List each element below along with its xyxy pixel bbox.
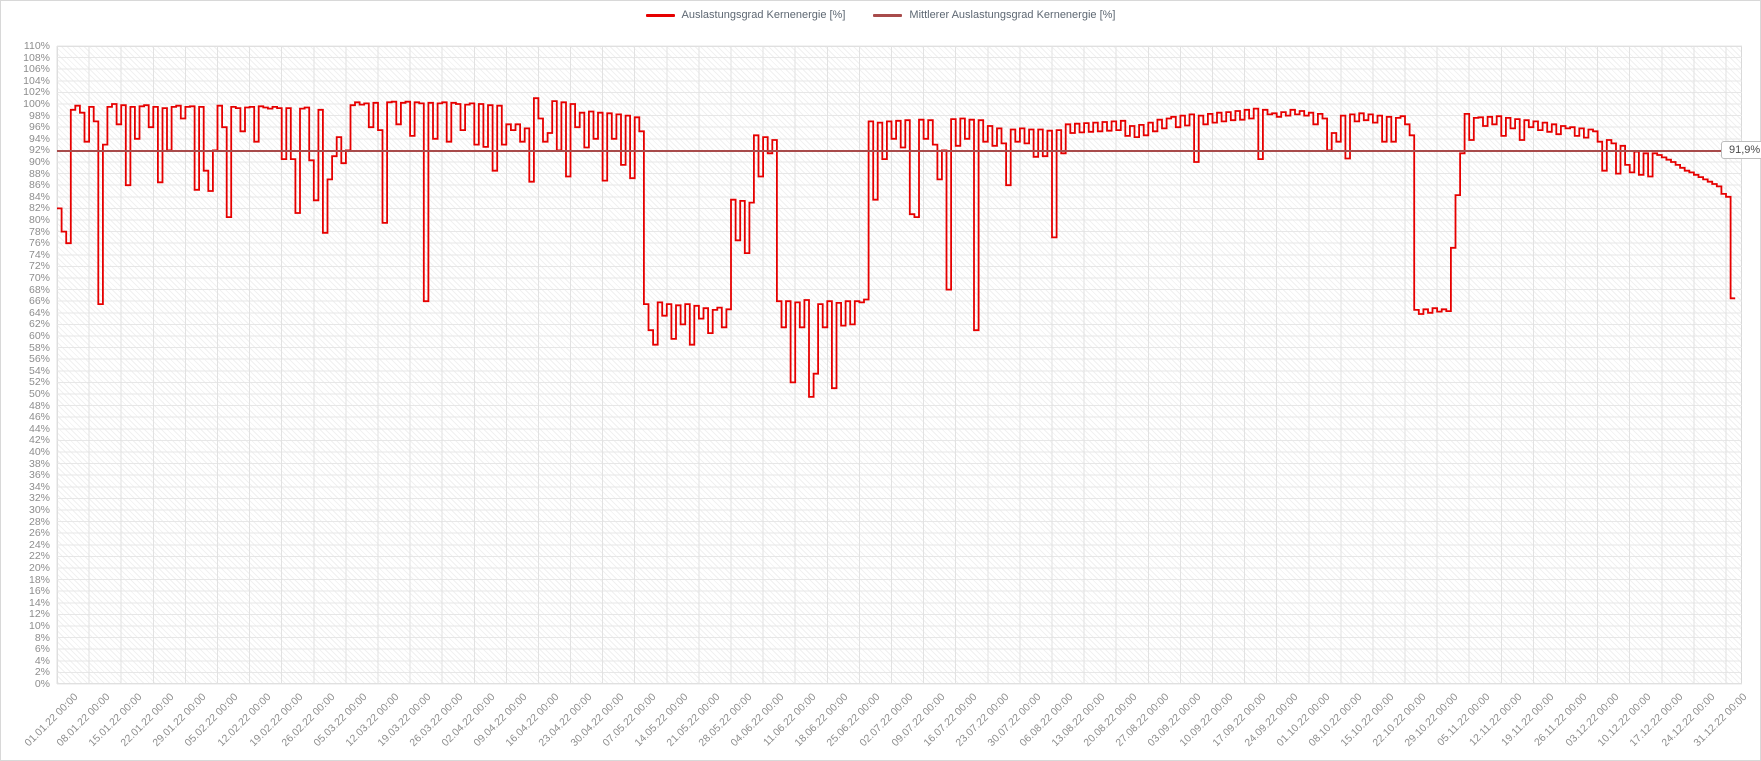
y-axis-tick-label: 24%	[28, 538, 50, 551]
y-axis-tick-label: 8%	[34, 631, 50, 644]
y-axis-tick-label: 86%	[28, 179, 50, 192]
y-axis-tick-label: 10%	[28, 620, 50, 632]
y-axis-tick-label: 48%	[28, 399, 50, 412]
y-axis-tick-label: 96%	[28, 121, 50, 134]
y-axis-tick-label: 50%	[28, 388, 50, 400]
y-axis-tick-label: 12%	[28, 608, 50, 621]
y-axis-tick-label: 58%	[28, 341, 50, 354]
y-axis-tick-label: 64%	[28, 306, 50, 319]
y-axis-tick-label: 82%	[28, 202, 50, 215]
y-axis-tick-label: 44%	[28, 422, 50, 435]
y-axis-tick-label: 54%	[28, 364, 50, 377]
x-axis-tick-label: 01.01.22 00:00	[22, 691, 81, 750]
y-axis-tick-label: 88%	[28, 167, 50, 180]
y-axis-tick-label: 72%	[28, 260, 50, 273]
y-axis-tick-label: 30%	[28, 504, 50, 516]
y-axis-tick-label: 6%	[34, 643, 50, 656]
y-axis-tick-label: 4%	[34, 654, 50, 667]
y-axis-tick-label: 18%	[28, 573, 50, 586]
y-axis-tick-label: 104%	[23, 74, 50, 87]
legend-item-auslastungsgrad[interactable]: Auslastungsgrad Kernenergie [%]	[645, 9, 846, 21]
y-axis-tick-label: 16%	[28, 585, 50, 598]
y-axis-tick-label: 62%	[28, 318, 50, 331]
plot-area	[57, 46, 1742, 684]
y-axis-tick-label: 46%	[28, 411, 50, 424]
legend-line-swatch-darkred	[873, 13, 903, 17]
y-axis-tick-label: 78%	[28, 225, 50, 238]
y-axis-tick-label: 60%	[28, 330, 50, 342]
y-axis-tick-label: 92%	[28, 144, 50, 157]
y-axis-tick-label: 36%	[28, 469, 50, 482]
y-axis-tick-label: 90%	[28, 156, 50, 168]
y-axis-tick-label: 106%	[23, 63, 50, 76]
legend-item-mittlerer-auslastungsgrad[interactable]: Mittlerer Auslastungsgrad Kernenergie [%…	[873, 9, 1115, 21]
y-axis-tick-label: 42%	[28, 434, 50, 447]
y-axis-tick-label: 20%	[28, 562, 50, 574]
y-axis-tick-label: 22%	[28, 550, 50, 563]
y-axis-tick-label: 40%	[28, 446, 50, 458]
legend: Auslastungsgrad Kernenergie [%] Mittlere…	[0, 9, 1761, 21]
y-axis-tick-label: 14%	[28, 596, 50, 609]
y-axis-tick-label: 28%	[28, 515, 50, 528]
y-axis-tick-label: 56%	[28, 353, 50, 366]
y-axis-tick-label: 98%	[28, 109, 50, 122]
legend-line-swatch-red	[645, 13, 675, 17]
y-axis-tick-label: 100%	[23, 98, 50, 110]
y-axis-tick-label: 52%	[28, 376, 50, 389]
y-axis-tick-label: 38%	[28, 457, 50, 470]
y-axis-tick-label: 0%	[34, 678, 50, 690]
mean-value-label: 91,9%	[1721, 140, 1761, 159]
y-axis-tick-label: 70%	[28, 272, 50, 284]
y-axis-tick-label: 32%	[28, 492, 50, 505]
y-axis-tick-label: 76%	[28, 237, 50, 250]
y-axis-tick-label: 66%	[28, 295, 50, 308]
y-axis-tick-label: 84%	[28, 190, 50, 203]
y-axis-tick-label: 94%	[28, 132, 50, 145]
y-axis-tick-label: 74%	[28, 248, 50, 261]
y-axis-tick-label: 34%	[28, 480, 50, 493]
y-axis-tick-label: 26%	[28, 527, 50, 540]
legend-label-mittlerer-auslastungsgrad: Mittlerer Auslastungsgrad Kernenergie [%…	[909, 9, 1116, 21]
y-axis-tick-label: 68%	[28, 283, 50, 296]
y-axis-tick-label: 110%	[23, 40, 50, 52]
y-axis-tick-label: 108%	[23, 51, 50, 64]
y-axis-tick-label: 2%	[34, 666, 50, 679]
y-axis-tick-label: 102%	[23, 86, 50, 99]
legend-label-auslastungsgrad: Auslastungsgrad Kernenergie [%]	[681, 9, 846, 21]
y-axis-tick-label: 80%	[28, 214, 50, 226]
